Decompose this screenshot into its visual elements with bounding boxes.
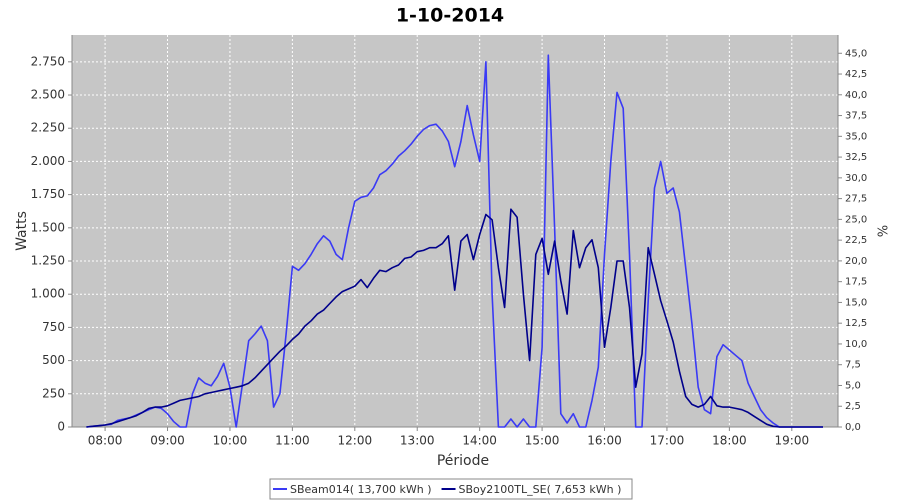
x-tick-label: 18:00 (712, 434, 747, 448)
y2-tick-label: 40,0 (845, 90, 867, 101)
y-tick-label: 2.000 (31, 154, 65, 168)
x-tick-label: 12:00 (338, 434, 373, 448)
plot-area (72, 35, 838, 427)
y2-tick-label: 0,0 (845, 422, 861, 433)
y-tick-label: 750 (42, 320, 65, 334)
series-line (86, 54, 823, 428)
y-tick-label: 2.500 (31, 88, 65, 102)
y2-tick-label: 5,0 (845, 380, 861, 391)
y-tick-label: 2.250 (31, 121, 65, 135)
y2-tick-label: 12,5 (845, 318, 867, 329)
x-axis-label: Période (437, 453, 489, 469)
y-tick-label: 1.000 (31, 287, 65, 301)
y-tick-label: 250 (42, 386, 65, 400)
y2-tick-label: 7,5 (845, 360, 861, 371)
y2-tick-label: 25,0 (845, 214, 867, 225)
y2-tick-label: 35,0 (845, 131, 867, 142)
y-tick-label: 0 (57, 420, 65, 434)
y2-tick-label: 32,5 (845, 152, 867, 163)
x-tick-label: 14:00 (462, 434, 497, 448)
x-tick-label: 10:00 (213, 434, 248, 448)
y-tick-label: 1.500 (31, 220, 65, 234)
y2-tick-label: 42,5 (845, 69, 867, 80)
y-tick-label: 500 (42, 353, 65, 367)
x-tick-label: 08:00 (88, 434, 123, 448)
x-tick-label: 17:00 (650, 434, 685, 448)
y-tick-label: 1.250 (31, 254, 65, 268)
y2-tick-label: 10,0 (845, 339, 867, 350)
chart-title: 1-10-2014 (396, 5, 504, 27)
x-tick-label: 11:00 (275, 434, 310, 448)
x-tick-label: 13:00 (400, 434, 435, 448)
y2-tick-label: 45,0 (845, 48, 867, 59)
y2-axis-label: % (874, 225, 889, 237)
y2-tick-label: 20,0 (845, 256, 867, 267)
y-tick-label: 1.750 (31, 187, 65, 201)
y2-tick-label: 27,5 (845, 194, 867, 205)
y2-tick-label: 30,0 (845, 173, 867, 184)
x-tick-label: 19:00 (775, 434, 810, 448)
x-tick-label: 16:00 (587, 434, 622, 448)
legend-label: SBeam014( 13,700 kWh ) (290, 483, 432, 496)
y2-tick-label: 15,0 (845, 297, 867, 308)
series-line (86, 208, 823, 428)
y2-tick-label: 37,5 (845, 111, 867, 122)
y-axis-label: Watts (14, 211, 30, 251)
x-tick-label: 15:00 (525, 434, 560, 448)
y2-tick-label: 22,5 (845, 235, 867, 246)
y2-tick-label: 17,5 (845, 277, 867, 288)
y-tick-label: 2.750 (31, 54, 65, 68)
legend-label: SBoy2100TL_SE( 7,653 kWh ) (459, 483, 622, 496)
x-tick-label: 09:00 (150, 434, 185, 448)
y2-tick-label: 2,5 (845, 401, 861, 412)
